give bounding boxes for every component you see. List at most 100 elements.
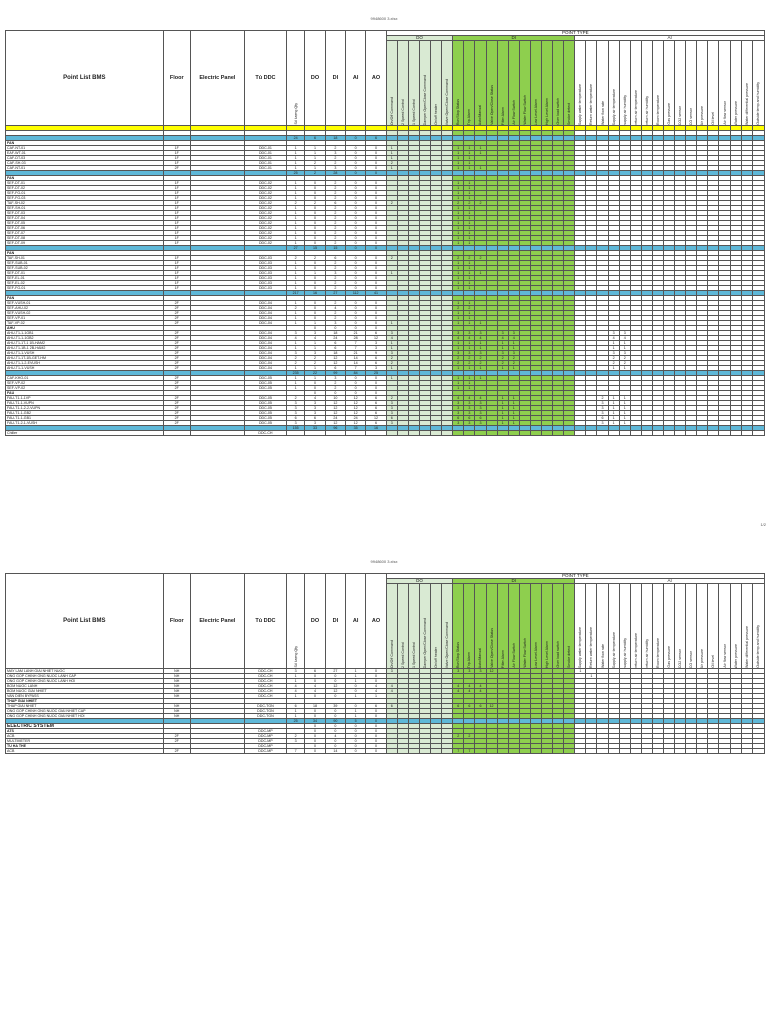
column-label: Return water temperature xyxy=(589,84,594,125)
column-di-8: High Level Alarm xyxy=(540,583,554,669)
table-row: SEF-SH-01 1F DDC-02 1 0 2 0 0 1 1 xyxy=(5,205,766,211)
ai-point-cell xyxy=(685,430,698,436)
column-label: Valve Open/Close Status xyxy=(489,628,494,668)
do-point-cell xyxy=(418,430,432,436)
header-ai: AI xyxy=(345,30,367,126)
column-label: Filter Alarm xyxy=(500,649,505,668)
di-point-cell xyxy=(552,748,565,754)
point-list-table-page-2: Point List BMS Floor Electric Panel Tủ DDC S… xyxy=(5,573,766,754)
ai-point-cell xyxy=(574,430,587,436)
di-point-cell xyxy=(474,430,487,436)
column-label: Filter Alarm xyxy=(500,106,505,125)
column-label: Room temperature xyxy=(655,638,660,668)
table-row: TAF-SH-02 1F DDC-02 2 2 6 0 0 2 2 2 2 xyxy=(5,200,766,206)
column-ai-13: Air flow sensor xyxy=(718,40,731,126)
column-label: 2 Speed Control xyxy=(400,642,405,668)
header-ddc: Tủ DDC xyxy=(244,30,287,126)
di-point-cell xyxy=(529,748,542,754)
column-label: Oil level xyxy=(711,112,716,125)
column-label: Gas pressure xyxy=(667,103,672,125)
column-ai-12: Oil level xyxy=(707,583,720,669)
ai-point-cell xyxy=(751,748,766,754)
column-ai-10: CO sensor xyxy=(685,583,698,669)
di-point-cell: 7 xyxy=(452,748,465,754)
column-ai-6: return air humidity xyxy=(640,40,653,126)
column-label: Trip Alarm xyxy=(467,108,472,125)
ai-point-cell xyxy=(651,748,665,754)
header-title: Point List BMS xyxy=(5,573,164,669)
column-label: Over load switch xyxy=(556,641,561,668)
header-floor: Floor xyxy=(162,30,191,126)
column-di-4: Filter Alarm xyxy=(496,583,509,669)
column-label: CO2 sensor xyxy=(678,648,683,668)
di-point-cell xyxy=(452,430,465,436)
panel-cell xyxy=(189,748,246,754)
do-point-cell xyxy=(430,748,443,754)
ai-point-cell xyxy=(740,748,753,754)
qty-cell: 7 xyxy=(285,748,306,754)
column-ai-10: CO sensor xyxy=(685,40,698,126)
bms-table: Point List BMS Floor Electric Panel Tủ DDC S… xyxy=(5,30,766,436)
column-label: Over load switch xyxy=(556,98,561,125)
table-row: CAF-NT-01 2F DDC-01 1 1 3 0 0 1 1 1 1 xyxy=(5,165,766,171)
do-point-cell xyxy=(407,430,420,436)
ai-point-cell xyxy=(674,430,687,436)
column-label: 1 Speed Control xyxy=(411,642,416,668)
column-label: Low Level Alarm xyxy=(533,98,538,125)
qty-cell xyxy=(285,430,306,436)
do-point-cell xyxy=(441,748,454,754)
table-row: SEF-DT-02 1F DDC-02 1 0 2 0 0 1 1 xyxy=(5,185,766,191)
column-di-7: Low Level Alarm xyxy=(529,583,542,669)
column-label: Air flow sensor xyxy=(722,644,727,668)
column-ai-5: return air temperature xyxy=(629,40,642,126)
table-row: 25 2 28 0 0 xyxy=(5,170,766,176)
column-label: High Level Alarm xyxy=(545,97,550,125)
table-row: FAN xyxy=(5,140,766,146)
floor-cell xyxy=(162,430,191,436)
column-label: 2 Speed Control xyxy=(400,99,405,125)
column-label: Supply air temperature xyxy=(611,631,616,668)
column-ai-16: Outside temp and humidity xyxy=(751,40,766,126)
do-point-cell xyxy=(441,430,454,436)
column-label: On/off heater xyxy=(434,647,439,668)
column-label: supply air humidity xyxy=(622,95,627,125)
column-label: Valve Open/Close Command xyxy=(445,621,450,668)
header-panel: Electric Panel xyxy=(189,573,246,669)
column-label: Smoke detect xyxy=(567,646,572,668)
column-ai-3: Supply air temperature xyxy=(607,583,620,669)
di-count-cell xyxy=(324,430,347,436)
ai-point-cell xyxy=(596,430,609,436)
do-count-cell xyxy=(304,430,326,436)
ai-point-cell xyxy=(585,430,598,436)
column-label: CO sensor xyxy=(689,650,694,668)
column-label: Supply water temperature xyxy=(578,83,583,125)
column-do-2: 1 Speed Control xyxy=(407,583,420,669)
di-point-cell xyxy=(474,748,487,754)
table-row: SEF-FG-01 1F DDC-02 1 0 2 0 0 1 1 xyxy=(5,190,766,196)
column-di-9: Over load switch xyxy=(552,583,565,669)
ai-point-cell xyxy=(607,430,620,436)
panel-cell xyxy=(189,430,246,436)
column-label: Air pressure xyxy=(700,648,705,668)
column-di-6: Water Flow Switch xyxy=(518,583,531,669)
do-point-cell xyxy=(385,430,398,436)
column-ai-0: Supply water temperature xyxy=(574,583,587,669)
header-panel: Electric Panel xyxy=(189,30,246,126)
column-label: return air temperature xyxy=(633,90,638,125)
column-di-3: Valve Open/Close Status xyxy=(485,583,498,669)
column-label: Valve Open/Close Status xyxy=(489,85,494,125)
column-label: Run/Stop Status xyxy=(456,641,461,668)
column-do-0: On/Off Command xyxy=(385,40,398,126)
column-label: Water pressure xyxy=(733,100,738,125)
column-do-0: On/Off Command xyxy=(385,583,398,669)
column-label: Water Flow Switch xyxy=(522,95,527,125)
header-floor: Floor xyxy=(162,573,191,669)
column-label: Auto/Manual xyxy=(478,104,483,125)
column-label: Valve Open/Close Command xyxy=(445,78,450,125)
column-ai-7: Room temperature xyxy=(651,40,665,126)
column-ai-1: Return water temperature xyxy=(585,583,598,669)
column-label: Water differential pressure xyxy=(744,83,749,125)
ai-point-cell xyxy=(718,748,731,754)
column-label: Air Flow Switch xyxy=(511,643,516,668)
column-label: return air humidity xyxy=(644,639,649,668)
